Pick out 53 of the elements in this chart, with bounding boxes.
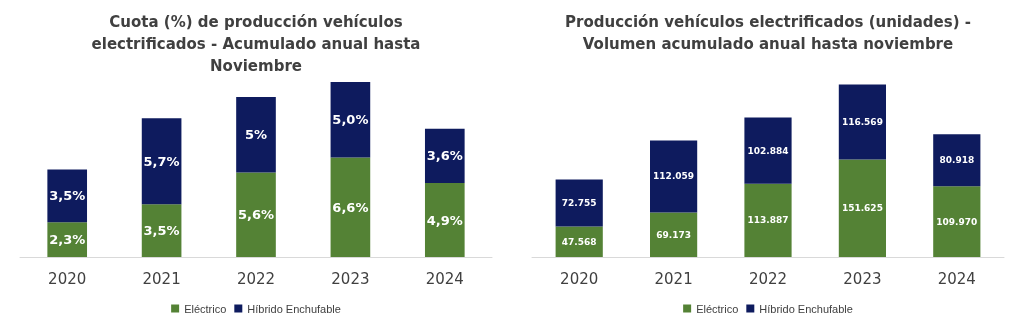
bar (141, 118, 182, 205)
x-tick-label: 2023 (331, 269, 370, 288)
chart-title: Cuota (%) de producción vehículos electrificados - Acumulado anual hasta Noviembre (91, 13, 421, 75)
x-tick-label: 2021 (654, 269, 693, 288)
data-label: 116.569 (841, 116, 883, 127)
legend-label: Híbrido Enchufable (759, 302, 853, 315)
data-label: 4,9% (426, 212, 463, 228)
x-tick-label: 2021 (142, 269, 181, 288)
data-label: 112.059 (653, 171, 695, 182)
bar (236, 172, 276, 257)
x-tick-label: 2020 (48, 269, 87, 288)
bar (933, 186, 981, 257)
bar (650, 140, 698, 213)
data-label: 2,3% (49, 232, 86, 248)
chart-title: Producción vehículos electrificados (unidades) - Volumen acumulado anual hasta noviembre (565, 13, 971, 53)
bar (744, 117, 792, 184)
bar (744, 183, 792, 257)
x-tick-label: 2024 (425, 269, 464, 288)
bar (330, 157, 371, 257)
bar (838, 159, 886, 257)
x-tick-label: 2022 (236, 269, 276, 288)
data-label: 47.568 (561, 236, 597, 247)
bar (424, 183, 465, 257)
data-label: 113.887 (747, 215, 789, 226)
data-label: 5,7% (143, 153, 180, 169)
data-label: 72.755 (561, 198, 597, 208)
x-tick-label: 2022 (748, 269, 788, 288)
bar (424, 128, 465, 184)
bar (47, 169, 88, 223)
bar (650, 212, 698, 257)
bar (555, 179, 603, 227)
bar (330, 82, 371, 158)
legend-label: Eléctrico (184, 302, 227, 315)
x-tick-label: 2024 (937, 269, 976, 288)
legend-label: Híbrido Enchufable (247, 302, 341, 315)
data-label: 3,5% (143, 223, 180, 239)
data-label: 5,6% (237, 207, 275, 223)
data-label: 5% (244, 127, 268, 143)
data-label: 151.625 (841, 203, 883, 214)
data-label: 5,0% (332, 112, 369, 128)
data-label: 3,5% (49, 188, 86, 204)
bar (236, 97, 276, 173)
bar (933, 134, 981, 187)
data-label: 80.918 (939, 155, 975, 166)
data-label: 3,6% (426, 148, 463, 164)
data-label: 102.884 (747, 145, 789, 156)
x-tick-label: 2023 (843, 269, 882, 288)
data-label: 109.970 (936, 216, 978, 227)
bar (838, 84, 886, 160)
data-label: 69.173 (656, 229, 691, 240)
data-label: 6,6% (332, 199, 369, 215)
x-tick-label: 2020 (560, 269, 599, 288)
legend-label: Eléctrico (696, 302, 739, 315)
